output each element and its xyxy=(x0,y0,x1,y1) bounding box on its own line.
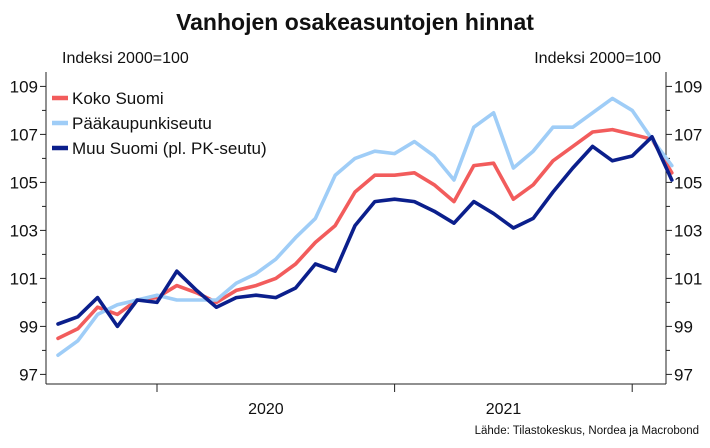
y-tick-label-right: 97 xyxy=(674,365,693,384)
series-line-2 xyxy=(56,96,674,358)
series-lines xyxy=(56,96,674,358)
x-tick-label: 2021 xyxy=(486,401,522,418)
y-tick-label-left: 103 xyxy=(10,221,38,240)
x-ticks: 202020212022 xyxy=(156,384,633,418)
y-tick-label-left: 105 xyxy=(10,173,38,192)
y-tick-label-left: 97 xyxy=(19,365,38,384)
chart-title: Vanhojen osakeasuntojen hinnat xyxy=(176,9,534,35)
y-tick-label-right: 103 xyxy=(674,221,702,240)
y-tick-label-left: 101 xyxy=(10,269,38,288)
source-note: Lähde: Tilastokeskus, Nordea ja Macrobon… xyxy=(475,425,699,437)
legend-label-3: Muu Suomi (pl. PK-seutu) xyxy=(72,139,267,158)
legend: Koko Suomi Pääkaupunkiseutu Muu Suomi (pl.… xyxy=(52,89,267,158)
y-ticks: 97 97 99 99 101 101 103 103 105 105 107 107 109 109 xyxy=(10,77,703,384)
y-tick-label-left: 109 xyxy=(10,77,38,96)
y-axis-label-left: Indeksi 2000=100 xyxy=(62,50,189,67)
legend-label-2: Pääkaupunkiseutu xyxy=(72,114,212,133)
x-tick-label: 2020 xyxy=(248,401,284,418)
legend-label-1: Koko Suomi xyxy=(72,89,164,108)
y-tick-label-left: 99 xyxy=(19,317,38,336)
y-tick-label-right: 109 xyxy=(674,77,702,96)
series-line-3 xyxy=(56,135,674,329)
y-tick-label-right: 101 xyxy=(674,269,702,288)
y-tick-label-left: 107 xyxy=(10,125,38,144)
y-tick-label-right: 105 xyxy=(674,173,702,192)
y-tick-label-right: 107 xyxy=(674,125,702,144)
y-axis-label-right: Indeksi 2000=100 xyxy=(534,50,661,67)
y-tick-label-right: 99 xyxy=(674,317,693,336)
